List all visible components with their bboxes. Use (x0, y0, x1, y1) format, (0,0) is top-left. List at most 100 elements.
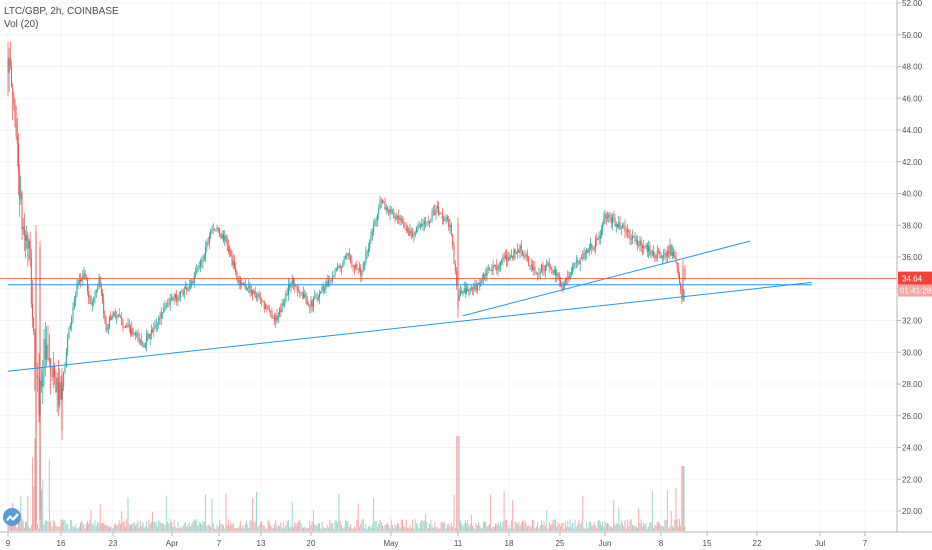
candle-body (671, 252, 673, 256)
candle-body (435, 208, 437, 216)
volume-bar (404, 527, 406, 531)
candle-body (482, 273, 484, 279)
candle-body (360, 267, 362, 276)
volume-bar (93, 525, 95, 531)
volume-bar (61, 522, 63, 531)
candle-body (77, 282, 79, 286)
volume-bar (502, 521, 504, 531)
time-tick-label: Jul (815, 539, 825, 548)
volume-bar (287, 519, 289, 531)
candle-body (365, 253, 367, 263)
volume-legend[interactable]: Vol (20) (4, 19, 39, 30)
candle-body (312, 297, 314, 307)
candle-body (373, 225, 375, 232)
candle-body (303, 292, 304, 298)
volume-bar (136, 523, 138, 531)
candle-body (562, 287, 564, 290)
candle-body (602, 222, 604, 231)
candle-body (121, 317, 123, 326)
volume-bar (216, 524, 218, 531)
volume-bar (544, 525, 546, 531)
time-axis[interactable]: 9 16 23 Apr 7 13 20 May 11 18 25 Jun 8 15 22 Jul 7 (6, 532, 868, 548)
candle-body (171, 298, 172, 301)
candle-body (655, 257, 657, 259)
volume-bar (15, 526, 17, 531)
volume-bar (68, 528, 70, 531)
volume-bar (378, 523, 380, 531)
volume-bar (304, 526, 306, 531)
volume-bar (125, 527, 126, 531)
candle-body (54, 365, 56, 378)
volume-bar (448, 524, 450, 531)
symbol-title[interactable]: LTC/GBP, 2h, COINBASE (4, 6, 119, 17)
volume-bar (273, 524, 275, 531)
time-tick-label: 25 (556, 539, 565, 548)
price-tick-label: 40.00 (902, 190, 923, 199)
candle-body (176, 294, 178, 302)
candle-body (97, 288, 99, 290)
candle-body (335, 267, 337, 271)
grid (0, 0, 897, 532)
volume-bar (277, 524, 279, 531)
candle-body (280, 309, 282, 313)
candle-body (651, 251, 653, 254)
volume-bar (266, 528, 268, 531)
volume-bar (321, 522, 323, 531)
candle-body (220, 235, 222, 239)
volume-bar (183, 522, 185, 531)
volume-bar (634, 526, 636, 531)
volume-bar (408, 527, 410, 531)
volume-bar (382, 525, 383, 531)
volume-bar (276, 527, 278, 531)
volume-bar (120, 523, 121, 531)
volume-bar (293, 527, 294, 531)
volume-bar (624, 520, 626, 531)
candle-body (410, 230, 412, 234)
volume-bar (463, 523, 465, 531)
volume-bar (63, 520, 65, 531)
candle-body (495, 265, 497, 266)
candle-body (440, 212, 442, 214)
price-tick-label: 24.00 (902, 444, 923, 453)
candle-body (261, 298, 263, 302)
volume-bar (118, 520, 120, 531)
candle-body (146, 335, 148, 345)
price-tick-label: 48.00 (902, 63, 923, 72)
candle-body (348, 252, 350, 257)
volume-bar (110, 526, 112, 531)
drawing-lines[interactable] (0, 240, 897, 372)
volume-bar (123, 520, 125, 531)
candle-body (484, 273, 486, 275)
candle-body (623, 225, 625, 226)
candle-body (343, 259, 345, 264)
candle-body (492, 265, 494, 272)
volume-bar (683, 466, 685, 531)
candle-body (641, 245, 643, 249)
volume-bar (42, 480, 44, 531)
candle-body (317, 297, 319, 300)
volume-bar (522, 520, 523, 531)
candle-body (553, 269, 555, 274)
volume-bar (429, 523, 430, 531)
candle-body (573, 264, 575, 267)
volume-bar (497, 521, 499, 531)
volume-bar (584, 528, 586, 531)
volume-bar (353, 526, 355, 531)
volume-bar (254, 521, 256, 531)
candle-body (321, 286, 323, 292)
candle-body (513, 249, 515, 259)
candle-body (462, 292, 464, 294)
volume-bar (98, 522, 100, 531)
candle-body (215, 230, 217, 231)
volume-bar (282, 522, 284, 531)
candle-body (18, 143, 19, 172)
volume-bar (504, 520, 506, 531)
candle-body (473, 285, 475, 290)
candle-body (110, 317, 112, 320)
volume-bar (20, 495, 22, 531)
volume-bar (324, 528, 326, 531)
volume-bar (144, 526, 146, 531)
candle-body (579, 258, 581, 265)
candle-body (375, 219, 377, 222)
